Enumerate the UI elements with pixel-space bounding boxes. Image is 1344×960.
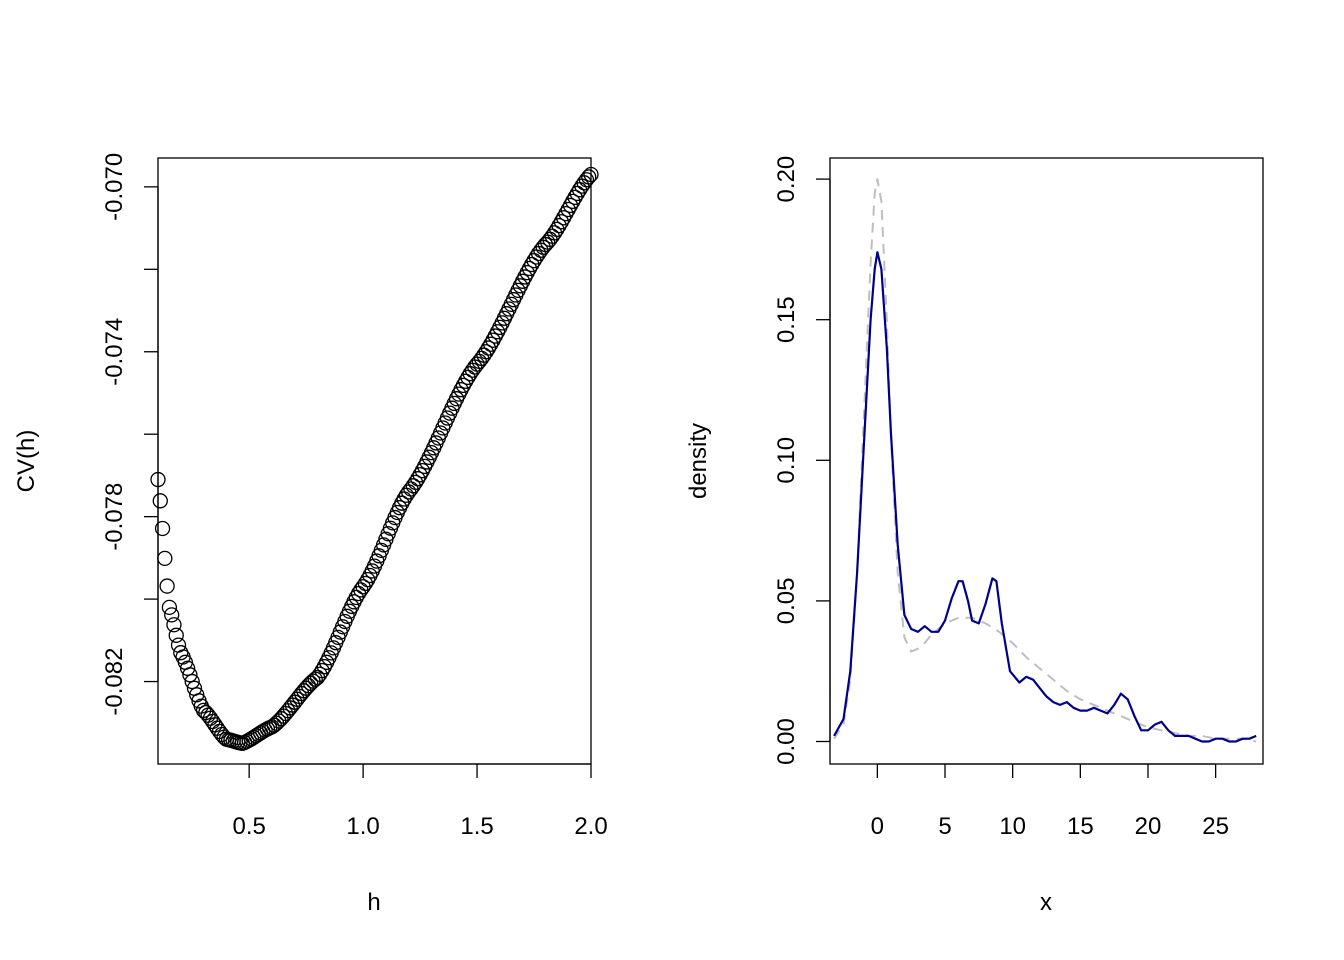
cv-point bbox=[519, 264, 535, 281]
cv-point bbox=[569, 185, 585, 202]
cv-point bbox=[154, 520, 171, 537]
cv-point bbox=[455, 377, 472, 394]
cv-point bbox=[562, 197, 579, 214]
density-y-tick-label: 0.00 bbox=[773, 718, 800, 765]
cv-point bbox=[166, 617, 182, 633]
cv-x-tick-label: 0.5 bbox=[232, 813, 265, 840]
cv-point bbox=[159, 578, 175, 594]
cv-x-axis-title: h bbox=[367, 889, 380, 916]
cv-point bbox=[524, 256, 540, 273]
cv-point bbox=[357, 575, 374, 592]
cv-y-axis-title: CV(h) bbox=[13, 430, 40, 493]
cv-point bbox=[412, 467, 428, 483]
cv-point bbox=[179, 660, 196, 676]
cv-point bbox=[567, 189, 583, 205]
density-y-axis: 0.00 0.05 0.10 0.15 0.20 bbox=[773, 156, 831, 765]
cv-point bbox=[551, 217, 567, 234]
density-x-tick-label: 25 bbox=[1202, 813, 1229, 840]
cv-y-tick-label: -0.070 bbox=[101, 153, 128, 221]
density-solid-line bbox=[833, 251, 1257, 743]
density-dashed-line bbox=[833, 178, 1257, 743]
cv-point bbox=[560, 201, 576, 218]
cv-point bbox=[480, 340, 497, 356]
cv-point bbox=[168, 627, 184, 643]
cv-point bbox=[152, 493, 168, 509]
cv-point bbox=[578, 172, 595, 188]
cv-point bbox=[164, 607, 180, 623]
cv-point bbox=[546, 225, 563, 241]
density-plot-panel: 0 5 10 15 20 25 0.00 0.05 0.10 0.15 0.20 x densit… bbox=[685, 156, 1264, 916]
cv-point bbox=[556, 210, 572, 226]
cv-point bbox=[348, 589, 364, 606]
cv-point bbox=[583, 166, 599, 183]
cv-plot-frame bbox=[157, 157, 592, 765]
cv-point bbox=[312, 666, 328, 682]
cv-point bbox=[182, 667, 198, 683]
cv-point bbox=[394, 495, 410, 511]
cv-point bbox=[565, 193, 581, 209]
cv-point bbox=[184, 673, 200, 690]
cv-plot-panel: 0.5 1.0 1.5 2.0 -0.082-0.078-0.074-0.070 h … bbox=[13, 153, 608, 916]
density-x-tick-label: 15 bbox=[1067, 813, 1094, 840]
cv-y-tick-label: -0.078 bbox=[101, 483, 128, 551]
density-x-axis-title: x bbox=[1040, 889, 1052, 916]
density-y-axis-title: density bbox=[685, 423, 712, 499]
cv-point bbox=[314, 662, 330, 679]
density-x-tick-label: 20 bbox=[1135, 813, 1162, 840]
cv-point bbox=[553, 214, 570, 230]
density-plot-frame bbox=[829, 157, 1264, 765]
density-y-tick-label: 0.20 bbox=[773, 156, 800, 203]
cv-point bbox=[407, 474, 424, 491]
cv-x-tick-label: 2.0 bbox=[574, 813, 607, 840]
cv-point bbox=[161, 599, 178, 615]
cv-y-tick-label: -0.074 bbox=[101, 318, 128, 386]
cv-point bbox=[521, 260, 538, 277]
cv-x-axis: 0.5 1.0 1.5 2.0 bbox=[232, 763, 608, 840]
cv-point bbox=[458, 373, 474, 389]
cv-point bbox=[478, 344, 494, 360]
cv-point bbox=[581, 169, 597, 185]
density-lines-layer bbox=[833, 178, 1257, 743]
density-y-tick-label: 0.10 bbox=[773, 437, 800, 484]
density-y-tick-label: 0.15 bbox=[773, 296, 800, 343]
density-y-tick-label: 0.05 bbox=[773, 578, 800, 625]
cv-points-layer bbox=[150, 166, 599, 752]
density-x-tick-label: 0 bbox=[871, 813, 884, 840]
cv-x-tick-label: 1.5 bbox=[460, 813, 493, 840]
density-x-tick-label: 5 bbox=[938, 813, 951, 840]
cv-x-tick-label: 1.0 bbox=[346, 813, 379, 840]
cv-point bbox=[157, 550, 173, 567]
cv-point bbox=[216, 729, 232, 745]
cv-point bbox=[558, 205, 574, 222]
cv-point bbox=[483, 336, 499, 352]
cv-point bbox=[485, 332, 501, 348]
cv-y-axis: -0.082 -0.078 -0.074 -0.070 bbox=[101, 153, 159, 716]
density-x-tick-label: 10 bbox=[999, 813, 1026, 840]
cv-y-tick-label: -0.082 bbox=[101, 648, 128, 716]
cv-point bbox=[549, 221, 565, 238]
cv-point bbox=[360, 571, 376, 588]
density-x-axis: 0 5 10 15 20 25 bbox=[871, 763, 1229, 840]
cv-point bbox=[410, 471, 426, 487]
